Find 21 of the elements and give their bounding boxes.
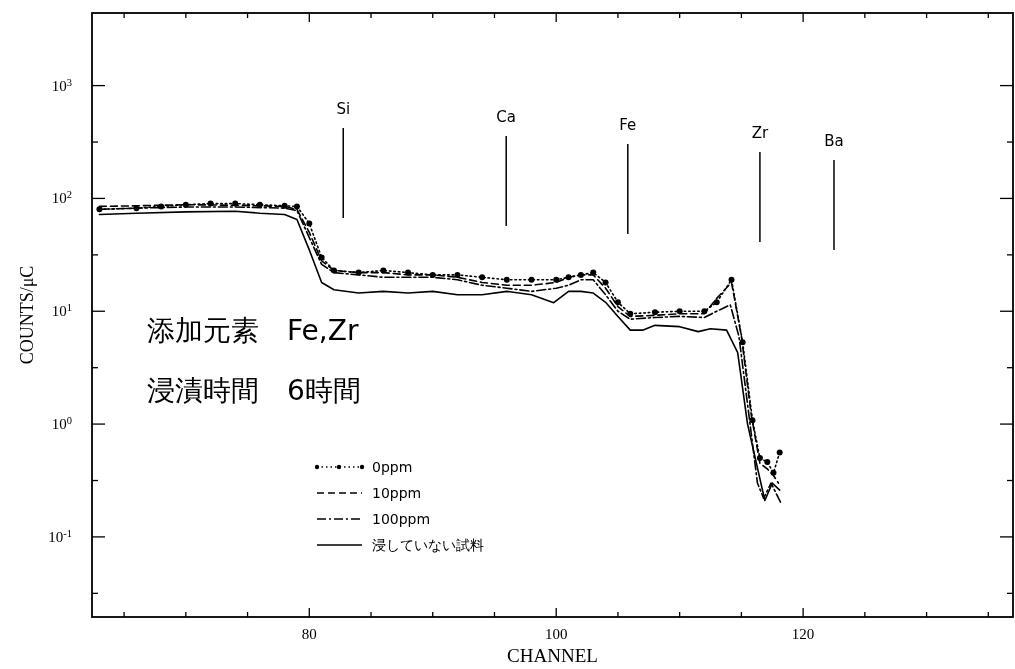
- annotation: 浸漬時間 6時間: [147, 374, 361, 407]
- y-tick-label: 10$^{3}$: [51, 76, 72, 94]
- legend-label: 10ppm: [372, 485, 422, 501]
- ref-line-label: Zr: [751, 124, 769, 142]
- annotation: 添加元素 Fe,Zr: [147, 314, 359, 347]
- ref-line-label: Ca: [496, 108, 517, 126]
- y-tick-label: 10$^{-1}$: [48, 527, 72, 545]
- legend-label: 100ppm: [372, 511, 431, 527]
- x-tick-label: 120: [791, 626, 815, 642]
- legend-label: 0ppm: [372, 459, 413, 475]
- x-tick-label: 80: [301, 626, 317, 642]
- x-tick-label: 100: [544, 626, 568, 642]
- ref-line-label: Si: [336, 100, 351, 118]
- x-axis-title: CHANNEL: [507, 645, 598, 666]
- y-tick-label: 10$^{2}$: [51, 188, 72, 207]
- ref-line-label: Ba: [824, 132, 844, 150]
- y-tick-label: 10$^{0}$: [51, 414, 72, 433]
- legend-label: 浸していない試料: [372, 537, 484, 553]
- ref-line-label: Fe: [619, 116, 637, 134]
- y-tick-label: 10$^{1}$: [51, 301, 72, 320]
- y-axis-title: COUNTS/μC: [17, 265, 37, 365]
